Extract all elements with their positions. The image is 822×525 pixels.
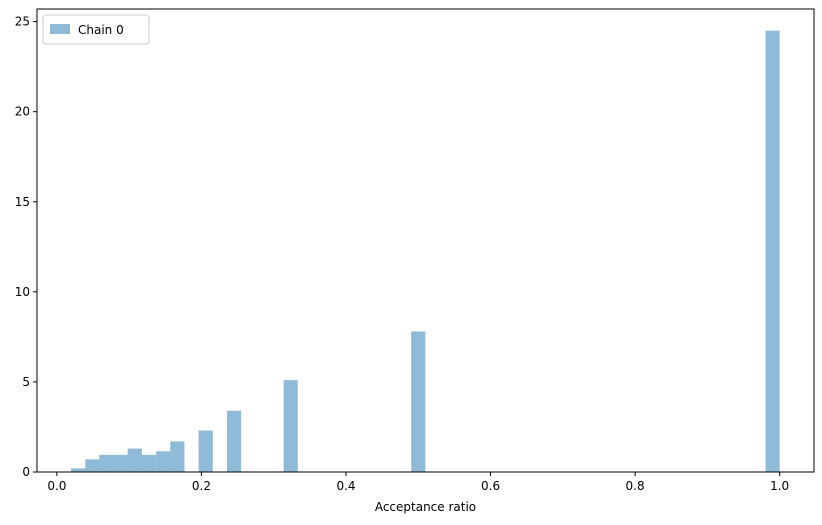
histogram-bar: [411, 331, 426, 472]
legend-swatch-chain-0: [50, 24, 70, 34]
plot-frame: [36, 8, 815, 473]
x-tick-label: 0.2: [192, 479, 211, 493]
histogram-bar: [283, 380, 298, 472]
x-tick-label: 0.6: [481, 479, 500, 493]
x-tick-label: 0.0: [47, 479, 66, 493]
x-tick-label: 0.4: [336, 479, 355, 493]
legend-label-chain-0: Chain 0: [78, 23, 124, 37]
histogram-bar: [127, 448, 142, 472]
histogram-bar: [85, 459, 100, 472]
x-axis-ticks: 0.0 0.2 0.4 0.6 0.8 1.0: [47, 472, 789, 493]
y-tick-label: 25: [15, 15, 30, 29]
y-tick-label: 5: [22, 375, 30, 389]
y-tick-label: 10: [15, 285, 30, 299]
x-tick-label: 1.0: [770, 479, 789, 493]
histogram-bar: [765, 30, 780, 472]
y-tick-label: 20: [15, 105, 30, 119]
histogram-bar: [113, 454, 128, 472]
x-axis-label: Acceptance ratio: [375, 500, 476, 514]
histogram-bar: [141, 454, 157, 472]
y-tick-label: 0: [22, 465, 30, 479]
y-tick-label: 15: [15, 195, 30, 209]
histogram-bar: [99, 454, 114, 472]
histogram-bar: [226, 410, 242, 472]
y-axis-ticks: 0 5 10 15 20 25: [15, 15, 37, 479]
histogram-bar: [71, 468, 86, 472]
x-tick-label: 0.8: [626, 479, 645, 493]
legend-box: [42, 14, 150, 45]
legend: Chain 0: [42, 14, 150, 45]
histogram-bar: [170, 441, 185, 472]
histogram-bar: [198, 430, 213, 472]
bars-layer: [71, 30, 780, 472]
histogram-bar: [156, 451, 171, 472]
